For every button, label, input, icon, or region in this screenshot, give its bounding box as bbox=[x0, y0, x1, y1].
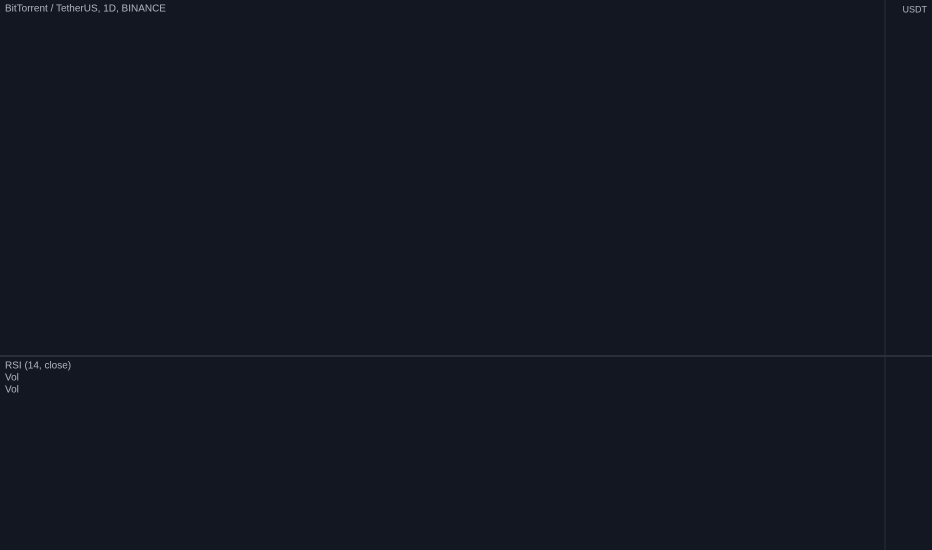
pane-label: Vol bbox=[5, 373, 19, 384]
y-unit: USDT bbox=[903, 4, 928, 14]
chart-title: BitTorrent / TetherUS, 1D, BINANCE bbox=[5, 4, 166, 15]
pane-label: Vol bbox=[5, 385, 19, 396]
rsi-title: RSI (14, close) bbox=[5, 361, 71, 372]
